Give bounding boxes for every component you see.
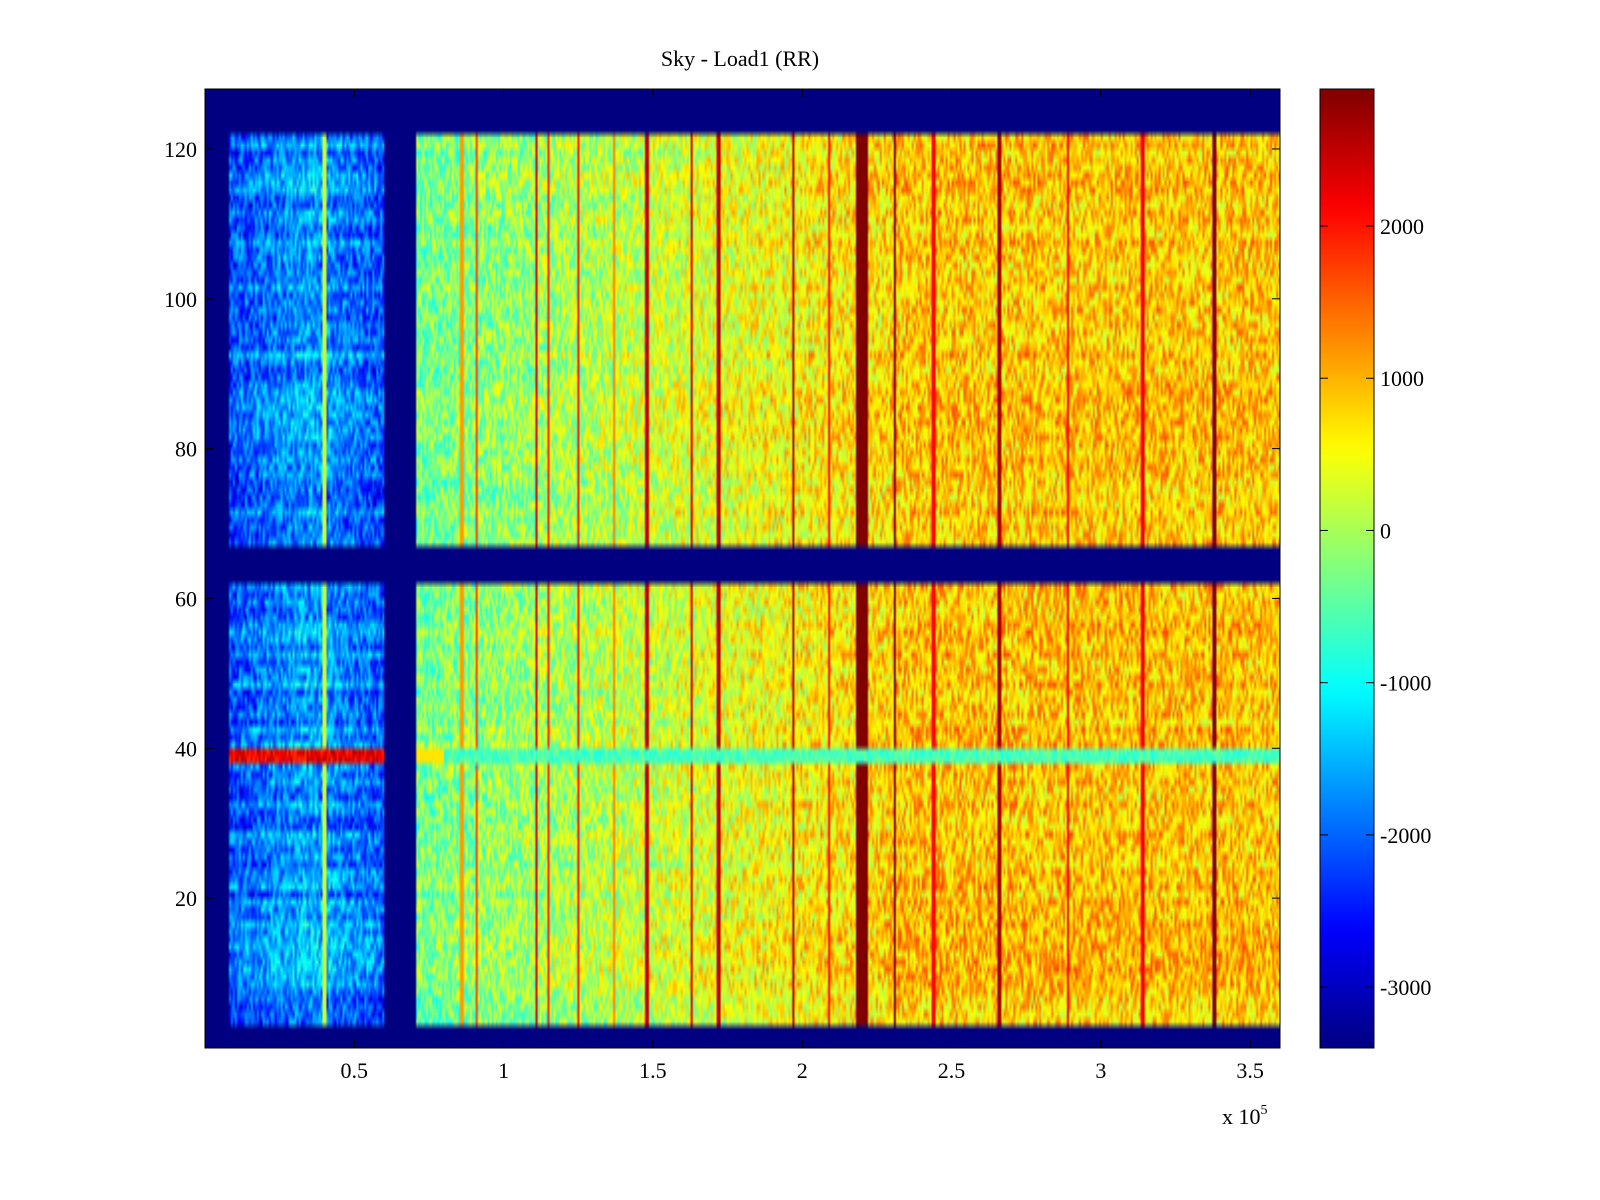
y-tick-label: 40 xyxy=(175,736,197,761)
y-axis: 20 40 60 80 100 120 xyxy=(164,137,1280,911)
colorbar-tick-label: -1000 xyxy=(1380,671,1431,696)
y-tick-label: 120 xyxy=(164,137,197,162)
x-tick-label: 3.5 xyxy=(1236,1058,1264,1083)
plot-frame xyxy=(204,88,1281,1049)
x-exponent-power: 5 xyxy=(1261,1103,1268,1118)
colorbar-tick-label: 1000 xyxy=(1380,366,1424,391)
x-tick-label: 2.5 xyxy=(938,1058,966,1083)
x-axis: 0.5 1 1.5 2 2.5 3 3.5 xyxy=(341,89,1264,1083)
colorbar xyxy=(1320,89,1374,1048)
y-tick-label: 100 xyxy=(164,287,197,312)
x-exponent-base: x 10 xyxy=(1222,1104,1261,1129)
colorbar-tick-label: 0 xyxy=(1380,518,1391,543)
heatmap-image xyxy=(205,89,1280,1048)
colorbar-tick-label: -2000 xyxy=(1380,823,1431,848)
y-tick-label: 20 xyxy=(175,886,197,911)
colorbar-tick-label: 2000 xyxy=(1380,214,1424,239)
x-tick-label: 3 xyxy=(1095,1058,1106,1083)
x-exponent-label: x 105 xyxy=(1222,1103,1268,1129)
colorbar-axis: 2000 1000 0 -1000 -2000 -3000 xyxy=(1320,214,1431,1000)
x-tick-label: 1 xyxy=(498,1058,509,1083)
y-tick-label: 80 xyxy=(175,437,197,462)
x-tick-label: 2 xyxy=(797,1058,808,1083)
x-tick-label: 0.5 xyxy=(341,1058,369,1083)
chart-title: Sky - Load1 (RR) xyxy=(661,46,819,71)
y-tick-label: 60 xyxy=(175,586,197,611)
colorbar-tick-label: -3000 xyxy=(1380,975,1431,1000)
colorbar-frame xyxy=(1319,88,1375,1049)
x-tick-label: 1.5 xyxy=(639,1058,667,1083)
